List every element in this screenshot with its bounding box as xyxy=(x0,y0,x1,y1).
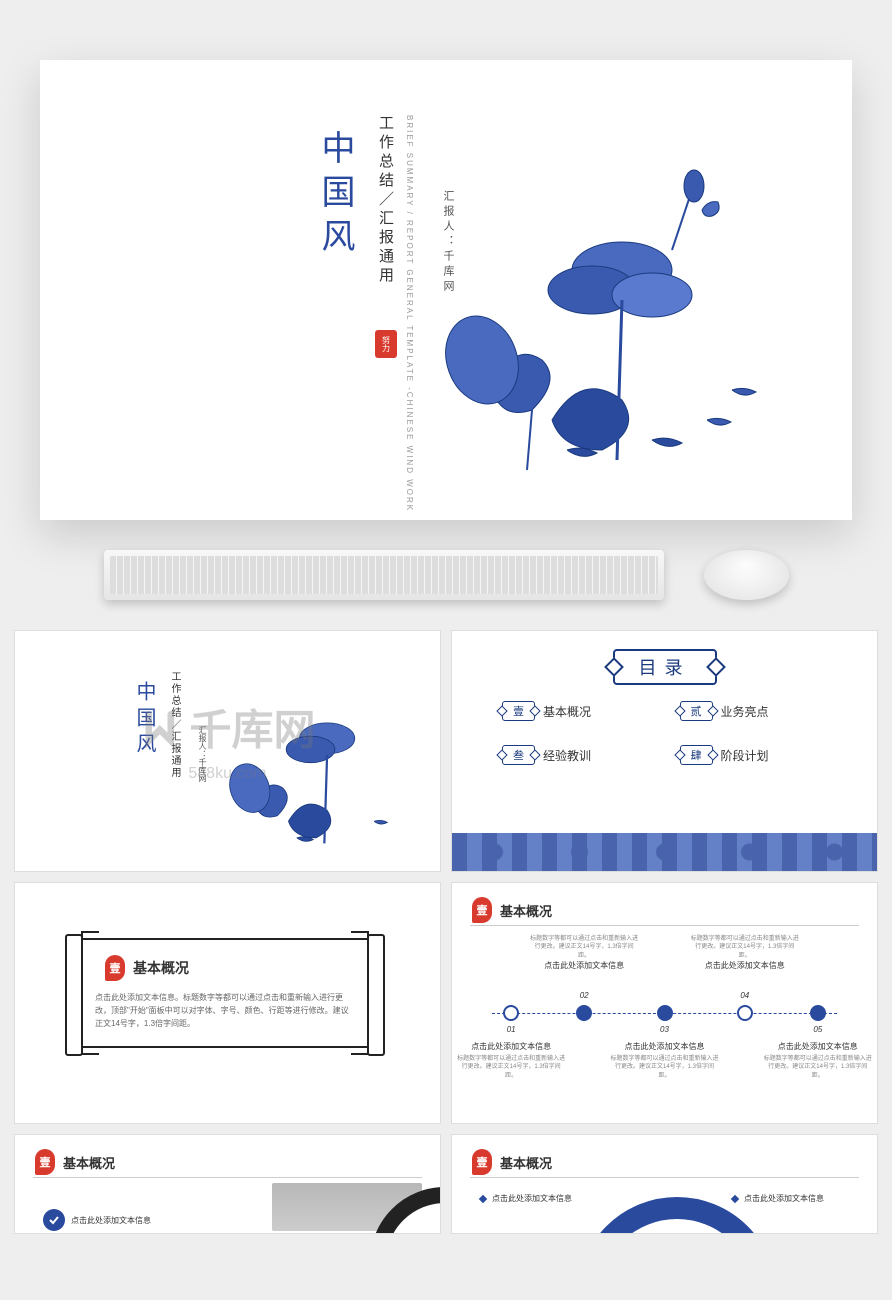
tl-block: 点击此处添加文本信息 标题数字等都可以通过点击和重新输入进行更改。建议正文14号… xyxy=(763,1041,873,1080)
crane-icon xyxy=(599,1219,755,1234)
section-title-text: 基本概况 xyxy=(63,1153,115,1172)
thumb-toc-slide[interactable]: 目录 壹 基本概况 贰 业务亮点 叁 经验教训 肆 阶段计划 xyxy=(451,630,878,872)
thumbnail-grid: 中国风 工作总结／汇报通用 汇报人：千库网 千库网 588ku.com 目录 xyxy=(0,630,892,1248)
tl-num: 03 xyxy=(660,1025,669,1034)
toc-item-2: 贰 业务亮点 xyxy=(680,701,828,721)
desk-mockup xyxy=(40,550,852,600)
toc-label: 经验教训 xyxy=(543,747,591,764)
bullet-text: 点击此处添加文本信息 xyxy=(492,1193,572,1204)
slide-header: 壹 基本概况 xyxy=(472,1149,552,1175)
watermark-url: 588ku.com xyxy=(188,765,266,783)
toc-items: 壹 基本概况 贰 业务亮点 叁 经验教训 肆 阶段计划 xyxy=(452,701,877,765)
toc-label: 基本概况 xyxy=(543,703,591,720)
header-divider xyxy=(470,1177,859,1178)
bullet-item: 点击此处添加文本信息 xyxy=(43,1209,151,1231)
keyboard-icon xyxy=(104,550,664,600)
scroll-body-text: 点击此处添加文本信息。标题数字等都可以通过点击和重新输入进行更改，顶部"开始"面… xyxy=(95,992,355,1030)
section-badge: 壹 xyxy=(105,955,125,981)
thumb-content-a[interactable]: 壹 基本概况 点击此处添加文本信息 xyxy=(14,1134,441,1234)
mouse-icon xyxy=(704,550,789,600)
watermark-brand: 千库网 xyxy=(139,697,315,758)
main-slide: 中国风 工作总结／汇报通用 BRIEF SUMMARY / REPORT GEN… xyxy=(40,60,852,520)
porcelain-border xyxy=(452,833,877,871)
tl-block: 标题数字等都可以通过点击和重新输入进行更改。建议正文14号字，1.3倍字间距。 … xyxy=(690,935,800,974)
bullet-circle-icon xyxy=(43,1209,65,1231)
toc-title: 目录 xyxy=(613,649,717,685)
tl-block: 点击此处添加文本信息 标题数字等都可以通过点击和重新输入进行更改。建议正文14号… xyxy=(610,1041,720,1080)
thumb-section-intro[interactable]: 壹 基本概况 点击此处添加文本信息。标题数字等都可以通过点击和重新输入进行更改，… xyxy=(14,882,441,1124)
tl-num: 01 xyxy=(507,1025,516,1034)
toc-num: 肆 xyxy=(680,745,713,765)
tl-num: 04 xyxy=(740,991,749,1000)
tl-num: 02 xyxy=(580,991,589,1000)
section-title-text: 基本概况 xyxy=(133,958,189,978)
section-title-text: 基本概况 xyxy=(500,1153,552,1172)
thumb-timeline-slide[interactable]: 壹 基本概况 01 02 03 04 05 点击此处添加文本信息 标题数字等都可… xyxy=(451,882,878,1124)
slide-header: 壹 基本概况 xyxy=(472,897,552,923)
thumb-content-b[interactable]: 壹 基本概况 点击此处添加文本信息 点击此处添加文本信息 xyxy=(451,1134,878,1234)
bullet-item: 点击此处添加文本信息 xyxy=(480,1193,572,1204)
toc-item-4: 肆 阶段计划 xyxy=(680,745,828,765)
toc-label: 阶段计划 xyxy=(721,747,769,764)
toc-num: 贰 xyxy=(680,701,713,721)
section-badge: 壹 xyxy=(472,897,492,923)
lotus-art xyxy=(392,160,772,480)
toc-num: 叁 xyxy=(502,745,535,765)
main-title: 中国风 xyxy=(310,130,359,262)
scroll-frame: 壹 基本概况 点击此处添加文本信息。标题数字等都可以通过点击和重新输入进行更改，… xyxy=(75,938,375,1048)
diamond-icon xyxy=(479,1194,487,1202)
bullet-text: 点击此处添加文本信息 xyxy=(744,1193,824,1204)
toc-label: 业务亮点 xyxy=(721,703,769,720)
bullet-item: 点击此处添加文本信息 xyxy=(732,1193,824,1204)
section-badge: 壹 xyxy=(472,1149,492,1175)
header-divider xyxy=(33,1177,422,1178)
timeline: 01 02 03 04 05 点击此处添加文本信息 标题数字等都可以通过点击和重… xyxy=(482,1013,847,1014)
thumb-title-slide[interactable]: 中国风 工作总结／汇报通用 汇报人：千库网 千库网 588ku.com xyxy=(14,630,441,872)
section-badge: 壹 xyxy=(35,1149,55,1175)
tl-block: 标题数字等都可以通过点击和重新输入进行更改。建议正文14号字，1.3倍字间距。 … xyxy=(529,935,639,974)
tl-num: 05 xyxy=(813,1025,822,1034)
toc-item-3: 叁 经验教训 xyxy=(502,745,650,765)
bullet-text: 点击此处添加文本信息 xyxy=(71,1215,151,1226)
scroll-title: 壹 基本概况 xyxy=(105,955,189,981)
slide-header: 壹 基本概况 xyxy=(35,1149,115,1175)
diamond-icon xyxy=(731,1194,739,1202)
section-title-text: 基本概况 xyxy=(500,901,552,920)
toc-num: 壹 xyxy=(502,701,535,721)
tl-block: 点击此处添加文本信息 标题数字等都可以通过点击和重新输入进行更改。建议正文14号… xyxy=(456,1041,566,1080)
header-divider xyxy=(470,925,859,926)
toc-item-1: 壹 基本概况 xyxy=(502,701,650,721)
